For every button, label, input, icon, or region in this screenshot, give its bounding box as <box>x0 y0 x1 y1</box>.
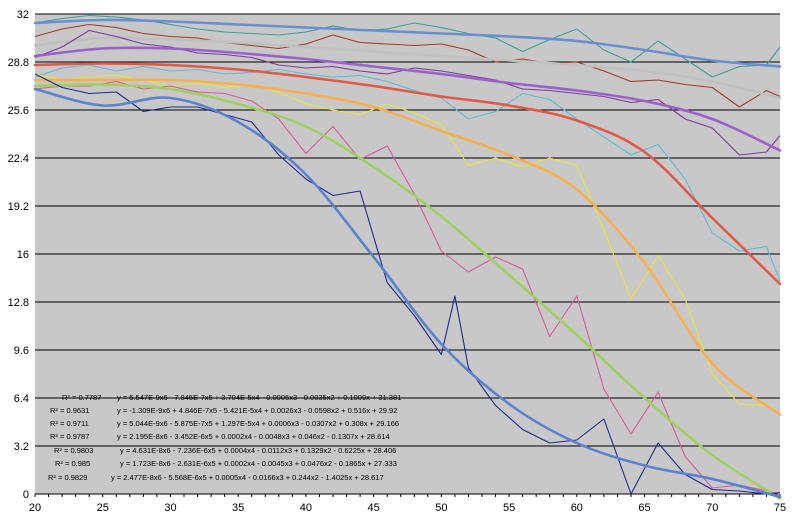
trendline-equation: y = 5.547E-9x6 - 7.845E-7x5 + 3.704E-5x4… <box>117 393 401 402</box>
data-series-8 <box>34 73 781 415</box>
trendline-9 <box>33 78 782 416</box>
x-tick-label: 60 <box>571 502 583 514</box>
x-tick-label: 70 <box>706 502 718 514</box>
x-tick-label: 35 <box>232 502 244 514</box>
data-series-0 <box>34 14 781 78</box>
data-series-6 <box>34 64 781 282</box>
x-tick-label: 25 <box>97 502 109 514</box>
x-tick-label: 20 <box>29 502 41 514</box>
trendline-equation: y = 1.723E-8x6 - 2.631E-6x5 + 0.0002x4 -… <box>120 459 397 468</box>
series-lines <box>33 14 782 500</box>
x-tick-label: 40 <box>300 502 312 514</box>
r-squared-label: R² = 0.9829 <box>48 473 87 482</box>
r-squared-label: R² = 0.9803 <box>54 446 93 455</box>
trendline-11 <box>33 83 782 500</box>
data-series-2 <box>34 23 781 108</box>
y-tick-label: 12.8 <box>8 297 29 309</box>
y-axis-tick-labels: 0 3.2 6.4 9.6 12.8 16 19.2 22.4 25.6 28.8 32 <box>8 9 29 501</box>
trendline-3 <box>33 36 782 100</box>
y-tick-label: 25.6 <box>8 105 29 117</box>
x-tick-label: 45 <box>368 502 380 514</box>
trendline-equation: y = 5.044E-9x6 - 5.875E-7x5 + 1.297E-5x4… <box>117 419 399 428</box>
r-squared-label: R² = 0.9787 <box>50 432 89 441</box>
y-tick-label: 3.2 <box>14 441 29 453</box>
trendline-equation: y = 2.477E-8x6 - 5.568E-6x5 + 0.0005x4 -… <box>111 473 384 482</box>
y-tick-label: 32 <box>17 9 29 21</box>
x-tick-label: 65 <box>638 502 650 514</box>
x-axis-tick-labels: 20 25 30 35 40 45 50 55 60 65 70 75 <box>29 502 786 514</box>
trendline-equation: y = -1.309E-9x6 + 4.846E-7x5 - 5.421E-5x… <box>117 406 397 415</box>
y-tick-label: 16 <box>17 249 29 261</box>
r-squared-label: R² = 0.7787 <box>62 393 101 402</box>
r-squared-label: R² = 0.9711 <box>50 419 89 428</box>
trendline-equations: R² = 0.7787 y = 5.547E-9x6 - 7.845E-7x5 +… <box>48 393 401 482</box>
y-tick-label: 19.2 <box>8 201 29 213</box>
trendline-1 <box>33 18 782 68</box>
r-squared-label: R² = 0.9631 <box>50 406 89 415</box>
trendline-equation: y = 2.195E-8x6 - 3.452E-6x5 + 0.0002x4 -… <box>117 432 390 441</box>
x-tick-label: 50 <box>435 502 447 514</box>
x-tick-label: 55 <box>503 502 515 514</box>
y-tick-label: 22.4 <box>8 153 29 165</box>
trendline-13 <box>33 87 782 499</box>
y-tick-label: 6.4 <box>14 393 29 405</box>
x-tick-label: 30 <box>164 502 176 514</box>
y-tick-label: 0 <box>23 489 29 501</box>
r-squared-label: R² = 0.985 <box>55 459 90 468</box>
trendline-5 <box>33 46 782 152</box>
x-tick-label: 75 <box>774 502 786 514</box>
data-series-12 <box>34 73 781 495</box>
gridlines <box>35 13 780 495</box>
y-tick-label: 9.6 <box>14 345 29 357</box>
x-minor-ticks <box>34 494 781 497</box>
trendline-7 <box>33 62 782 286</box>
y-tick-label: 28.8 <box>8 57 29 69</box>
trendline-equation: y = 4.631E-8x6 - 7.236E-6x5 + 0.0004x4 -… <box>120 446 396 455</box>
